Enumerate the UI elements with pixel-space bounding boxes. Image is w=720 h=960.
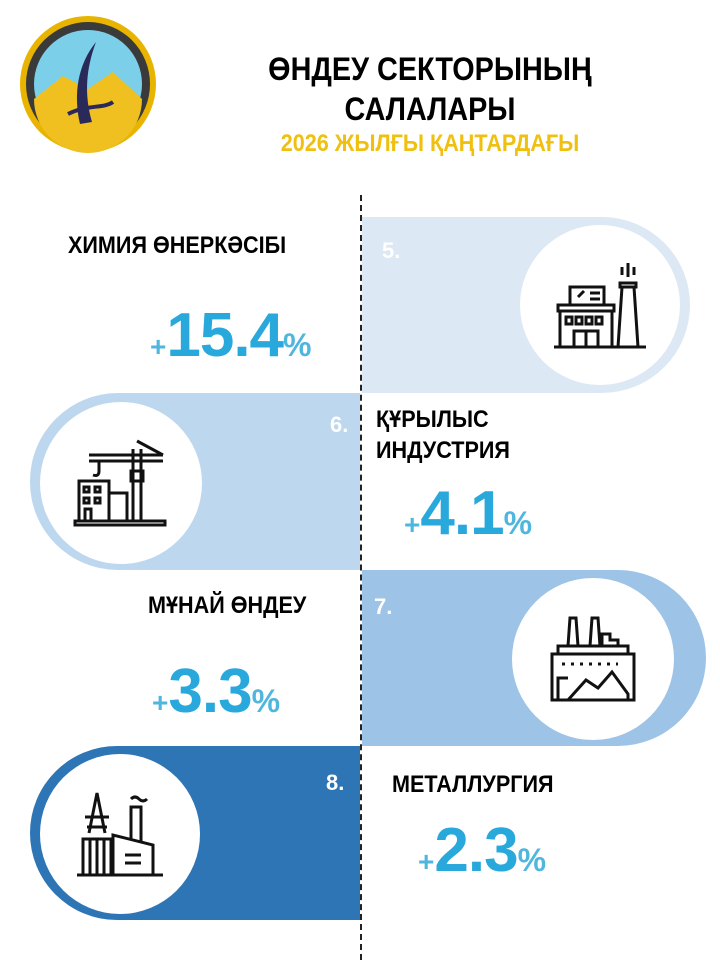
sector-8-number: 8. (326, 770, 345, 795)
sector-5-number: 5. (382, 238, 401, 263)
sector-6-number: 6. (330, 412, 349, 437)
sector-7-number-value: 3.3 (168, 657, 252, 726)
sector-5-number-value: 15.4 (166, 301, 284, 370)
sector-5-percent: % (283, 327, 312, 363)
sector-6-number-value: 4.1 (420, 479, 504, 548)
sector-6-name-line2: ИНДУСТРИЯ (376, 437, 510, 464)
page-subtitle: 2026 ЖЫЛҒЫ ҚАҢТАРДАҒЫ (280, 130, 580, 157)
sector-8-plus: + (418, 846, 435, 877)
sector-6-name-line1: ҚҰРЫЛЫС (376, 406, 489, 433)
sector-8-percent: % (517, 842, 547, 878)
chemical-factory-icon (554, 263, 646, 349)
page-title-line1: ӨНДЕУ СЕКТОРЫНЫҢ (268, 51, 592, 87)
pavlodar-region-emblem (20, 16, 156, 153)
refinery-plant-icon (550, 616, 636, 702)
sector-7-number: 7. (374, 594, 393, 619)
sector-5-name: ХИМИЯ ӨНЕРКӘСІБІ (68, 232, 287, 259)
sector-7-circle (512, 578, 674, 740)
sector-5-circle (520, 225, 680, 385)
sector-8-name: МЕТАЛЛУРГИЯ (392, 771, 554, 798)
construction-crane-icon (73, 439, 167, 527)
sector-7-name: МҰНАЙ ӨНДЕУ (148, 592, 307, 619)
sector-8-number-value: 2.3 (434, 816, 518, 885)
sector-5-value: +15.4% (150, 300, 311, 371)
sector-5-plus: + (150, 331, 167, 362)
metallurgy-plant-icon (77, 792, 163, 877)
sector-7-plus: + (152, 687, 169, 718)
sector-6-value: +4.1% (404, 478, 532, 549)
sector-6-plus: + (404, 509, 421, 540)
sector-8-value: +2.3% (418, 815, 546, 886)
sector-6-percent: % (503, 505, 533, 541)
sector-8-circle (40, 754, 200, 914)
page-title-line2: САЛАЛАРЫ (344, 91, 516, 127)
center-divider (360, 195, 362, 960)
sector-6-circle (40, 402, 202, 564)
sector-7-value: +3.3% (152, 656, 280, 727)
sector-7-percent: % (251, 683, 281, 719)
